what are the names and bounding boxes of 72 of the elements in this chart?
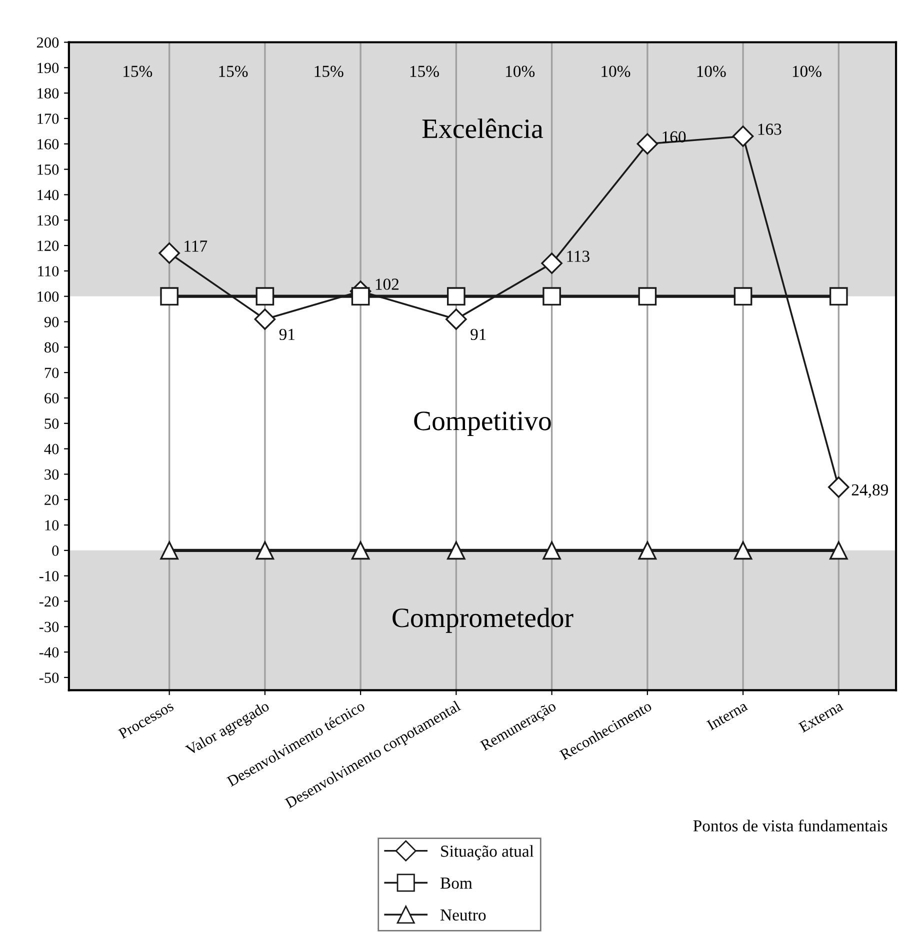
y-tick-label: 90 xyxy=(44,316,59,328)
point xyxy=(829,287,848,306)
data-label: 24,89 xyxy=(852,484,888,498)
point xyxy=(254,308,276,330)
y-tick-label: -10 xyxy=(39,570,59,582)
x-axis-title: Pontos de vista fundamentais xyxy=(693,820,888,832)
y-tick-label: -30 xyxy=(39,622,59,632)
point xyxy=(828,476,850,498)
data-label: 91 xyxy=(470,328,486,340)
data-label: 113 xyxy=(567,250,590,262)
point xyxy=(541,252,562,274)
y-tick-label: 130 xyxy=(38,215,59,226)
annotation: 10% xyxy=(506,66,535,78)
y-tick-label: 180 xyxy=(38,88,59,99)
data-label: 117 xyxy=(184,240,208,252)
band-label: Competitivo xyxy=(414,412,551,436)
y-tick-label: 160 xyxy=(38,139,59,150)
y-tick-label: 60 xyxy=(44,393,59,404)
y-tick-label: 30 xyxy=(44,469,59,480)
band-label: Comprometedor xyxy=(392,608,574,633)
point xyxy=(160,541,178,560)
y-tick-label: 110 xyxy=(38,266,59,276)
legend-label: Neutro xyxy=(440,910,486,921)
y-tick-label: 100 xyxy=(38,291,59,302)
data-label: 160 xyxy=(662,131,686,143)
y-tick-label: -20 xyxy=(39,596,59,607)
y-tick-label: 40 xyxy=(44,444,59,454)
point xyxy=(636,133,658,155)
band-label: Excelência xyxy=(422,118,544,138)
point xyxy=(542,541,561,560)
point xyxy=(256,541,274,560)
data-label: 163 xyxy=(758,124,782,135)
point xyxy=(256,287,274,306)
point xyxy=(734,541,752,560)
point xyxy=(829,541,848,560)
point xyxy=(351,541,370,560)
annotation: 15% xyxy=(124,66,152,78)
annotation: 15% xyxy=(410,66,439,78)
point xyxy=(638,287,657,306)
y-tick-label: 20 xyxy=(44,494,59,506)
point xyxy=(447,287,466,306)
legend-label: Situação atual xyxy=(441,845,534,860)
legend-label: Bom xyxy=(440,878,472,889)
point xyxy=(638,541,657,560)
annotation: 10% xyxy=(792,66,822,78)
point xyxy=(732,126,754,147)
y-tick-label: 200 xyxy=(36,37,59,48)
annotation: 10% xyxy=(602,66,630,78)
annotation: 15% xyxy=(314,66,344,78)
y-tick-label: 50 xyxy=(44,418,59,429)
point xyxy=(447,541,466,560)
point xyxy=(542,287,561,306)
y-tick-label: -50 xyxy=(39,672,59,683)
point xyxy=(351,287,370,306)
y-tick-label: 10 xyxy=(45,520,59,530)
point xyxy=(446,308,467,330)
y-tick-label: 0 xyxy=(52,546,59,556)
point xyxy=(160,287,178,306)
y-tick-label: 120 xyxy=(38,240,59,251)
y-tick-label: 170 xyxy=(38,114,59,124)
y-tick-label: 150 xyxy=(38,164,59,175)
y-tick-label: -40 xyxy=(39,647,59,658)
y-tick-label: 70 xyxy=(44,368,59,378)
point xyxy=(734,287,752,306)
y-tick-label: 140 xyxy=(38,190,59,200)
data-label: 102 xyxy=(376,278,399,290)
data-label: 91 xyxy=(279,328,294,340)
y-tick-label: 190 xyxy=(38,62,59,74)
y-tick-label: 80 xyxy=(44,342,59,353)
point xyxy=(158,242,180,264)
annotation: 10% xyxy=(697,66,726,78)
annotation: 15% xyxy=(219,66,248,78)
